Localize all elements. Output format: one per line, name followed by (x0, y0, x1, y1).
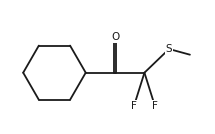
Text: F: F (131, 101, 137, 111)
Text: S: S (166, 44, 172, 54)
Text: F: F (152, 101, 158, 111)
Text: O: O (111, 32, 119, 42)
